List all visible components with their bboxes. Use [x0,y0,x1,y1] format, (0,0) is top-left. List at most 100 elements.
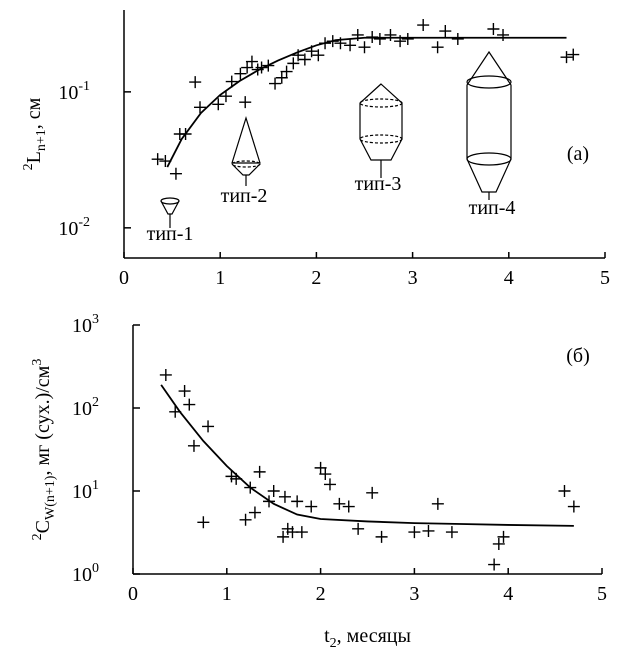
point [245,55,258,68]
type-3-icon [359,83,403,178]
point [333,497,346,510]
point [492,537,505,550]
point [323,478,336,491]
tick-exp: -1 [78,79,90,94]
point [408,526,421,539]
x-tick-label: 3 [408,267,418,289]
fit-curve [160,384,574,527]
point [234,67,247,80]
y-tick-label: 101 [72,478,99,503]
tick-exp: 2 [92,395,99,410]
point [178,385,191,398]
point [352,522,365,535]
x-tick-label: 3 [409,583,419,605]
x-tick-label: 2 [316,583,326,605]
label-rest: , мг (сух.)/см [32,365,54,475]
label-main: C [32,520,54,533]
y-axis-label: 2Ln+1, см [21,97,49,170]
point [275,71,288,84]
y-tick-label: 103 [72,312,99,337]
annotation: тип-1 [147,223,194,245]
point [202,420,215,433]
point [445,526,458,539]
point [187,439,200,452]
point [280,65,293,78]
point [278,490,291,503]
y-tick-label: 10-1 [58,79,90,104]
point [314,461,327,474]
tick-base: 10 [72,398,92,420]
point [497,28,510,41]
label-sub: n+1 [34,129,49,151]
point [319,468,332,481]
label-main: L [23,151,45,163]
point [487,22,500,35]
x-axis-label: t2, месяцы [324,625,411,651]
point [431,41,444,54]
point [312,49,325,62]
tick-exp: 1 [92,478,99,493]
point [269,77,282,90]
point [239,96,252,109]
point [567,500,580,513]
label-rest: , см [23,97,45,129]
x-tick-label: 5 [600,267,610,289]
point [239,513,252,526]
point [277,530,290,543]
tick-exp: 0 [92,561,99,576]
point [169,167,182,180]
point [373,32,386,45]
point [342,500,355,513]
point [248,506,261,519]
tick-base: 10 [72,481,92,503]
point [189,76,202,89]
point [366,486,379,499]
point [267,485,280,497]
point [488,558,501,571]
point [295,526,308,539]
tick-base: 10 [72,315,92,337]
point [375,530,388,543]
point [567,48,580,61]
point [358,41,371,54]
type-4-icon [466,50,512,200]
tick-base: 10 [72,564,92,586]
y-axis-label: 2CW(n+1), мг (сух.)/см3 [30,359,58,541]
point [558,485,571,497]
x-tick-label: 2 [311,267,321,289]
x-tick-label: 1 [215,267,225,289]
tick-exp: -2 [78,215,90,230]
type-2-icon [231,115,261,186]
label-main: t [324,625,330,647]
point [193,101,206,114]
x-tick-label: 4 [504,267,514,289]
fit-curve [166,36,567,168]
point [298,53,311,66]
label-rest: , месяцы [337,625,411,647]
point [305,500,318,513]
tick-base: 10 [58,218,78,240]
y-tick-label: 100 [72,561,99,586]
point [159,368,172,381]
point [241,61,254,74]
point [159,155,172,168]
label-sup: 3 [30,359,45,366]
y-tick-label: 102 [72,395,99,420]
tick-base: 10 [58,82,78,104]
point [291,495,304,508]
label-sup: 2 [21,163,36,170]
annotation: тип-2 [221,185,268,207]
point [212,98,225,111]
point [287,57,300,70]
point [422,524,435,537]
point [151,153,164,166]
point [197,516,210,529]
point [183,398,196,411]
point [384,28,397,41]
point [560,51,573,64]
type-1-icon [160,197,180,228]
point [431,497,444,510]
x-tick-label: 0 [128,583,138,605]
x-tick-label: 4 [503,583,513,605]
x-tick-label: 0 [119,267,129,289]
